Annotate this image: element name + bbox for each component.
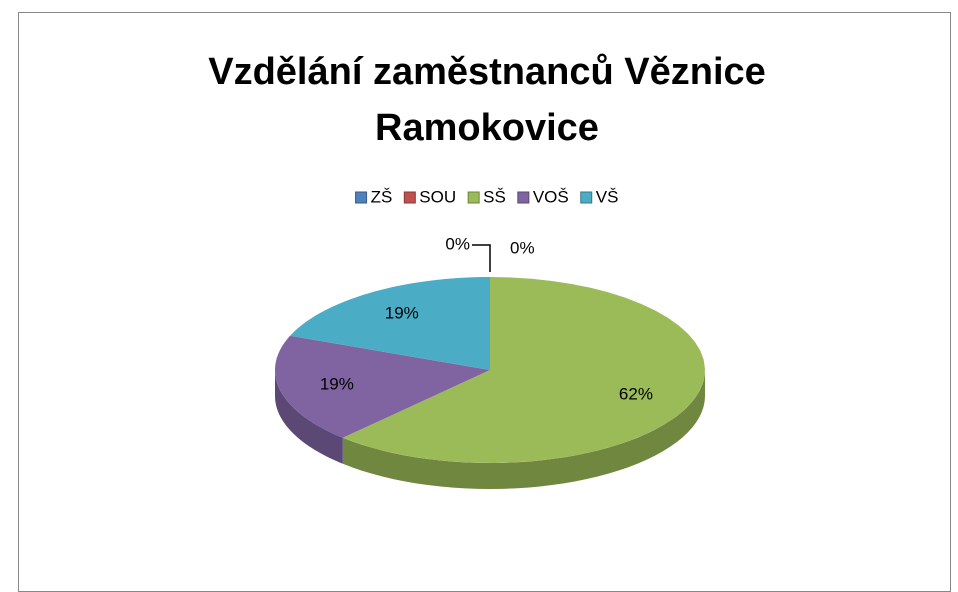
- data-label: 19%: [320, 374, 354, 393]
- chart-title: Vzdělání zaměstnanců Věznice Ramokovice: [208, 51, 766, 149]
- legend-label: VŠ: [596, 187, 619, 206]
- legend-label: SOU: [419, 187, 456, 206]
- legend-swatch: [403, 191, 416, 204]
- data-label: 0%: [510, 238, 535, 257]
- legend-swatch: [580, 191, 593, 204]
- legend-swatch: [517, 191, 530, 204]
- pie-slice: [342, 277, 705, 463]
- pie-slice: [290, 277, 490, 370]
- data-label: 62%: [619, 384, 653, 403]
- legend-label: VOŠ: [533, 187, 569, 206]
- legend-swatch: [467, 191, 480, 204]
- pie-side: [342, 370, 705, 489]
- legend-label: SŠ: [483, 187, 506, 206]
- legend-label: ZŠ: [371, 187, 393, 206]
- pie-slice: [275, 335, 490, 438]
- data-label: 19%: [385, 303, 419, 322]
- leader-line: [472, 244, 491, 272]
- pie-side: [275, 370, 343, 464]
- data-label: 0%: [445, 234, 470, 253]
- legend-swatch: [355, 191, 368, 204]
